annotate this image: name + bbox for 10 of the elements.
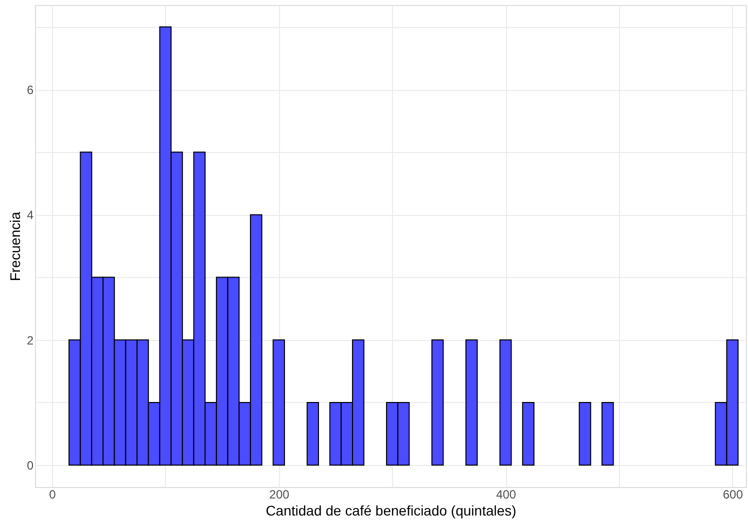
y-tick-label: 2	[26, 333, 34, 348]
x-tick-label: 0	[49, 488, 56, 502]
y-tick-label: 6	[26, 83, 34, 98]
x-tick-label: 400	[496, 488, 516, 502]
y-tick-label: 4	[26, 208, 34, 222]
y-tick-label: 0	[26, 458, 34, 473]
x-tick-label: 600	[722, 488, 744, 502]
y-axis-title: Frecuencia	[6, 212, 23, 282]
x-tick-label: 200	[269, 488, 290, 502]
x-axis-title: Cantidad de café beneficiado (quintales)	[266, 502, 516, 518]
